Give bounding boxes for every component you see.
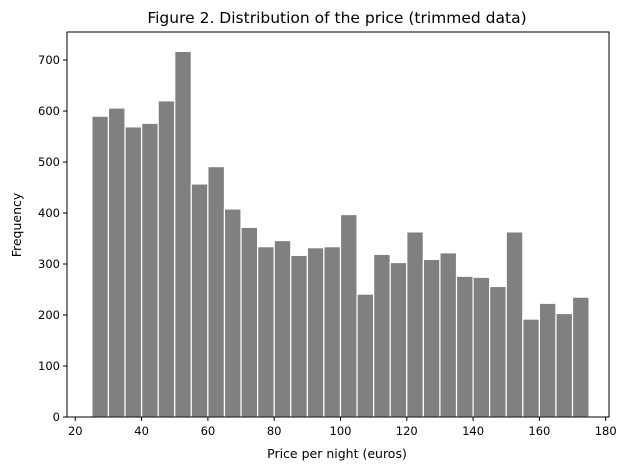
x-tick-label: 140 [462, 424, 484, 438]
histogram-bar-28 [555, 312, 574, 418]
histogram-bar-22 [455, 275, 474, 418]
histogram-bar-20 [422, 258, 441, 418]
histogram-bar-0 [91, 115, 110, 418]
x-tick-label: 160 [528, 424, 550, 438]
plot-frame [66, 31, 610, 418]
histogram-bar-13 [306, 247, 325, 418]
histogram-bar-8 [223, 208, 242, 418]
histogram-bar-12 [290, 254, 308, 418]
histogram-bar-18 [389, 261, 408, 418]
x-tick-label: 40 [134, 424, 149, 438]
y-tick-label: 100 [38, 359, 60, 373]
y-tick-label: 0 [53, 410, 60, 424]
histogram-bar-27 [538, 302, 557, 418]
y-tick-label: 200 [38, 308, 60, 322]
histogram-bar-16 [356, 293, 375, 418]
y-tick-label: 400 [38, 206, 60, 220]
histogram-bar-14 [323, 246, 342, 418]
chart-title: Figure 2. Distribution of the price (tri… [147, 9, 526, 27]
y-axis-label: Frequency [9, 192, 24, 257]
histogram-bar-21 [439, 252, 458, 418]
histogram-bar-7 [207, 166, 226, 418]
bars-group [91, 50, 590, 418]
y-tick-label: 700 [38, 53, 60, 67]
x-tick-label: 100 [330, 424, 352, 438]
histogram-bar-19 [406, 231, 424, 418]
histogram-bar-23 [472, 276, 491, 418]
y-tick-label: 500 [38, 155, 60, 169]
x-axis-ticks: 20 40 60 80 100 120 140 160 180 [68, 417, 617, 438]
histogram-bar-2 [124, 126, 143, 418]
x-tick-label: 80 [267, 424, 282, 438]
histogram-bar-4 [157, 100, 176, 418]
x-tick-label: 180 [595, 424, 617, 438]
histogram-bar-6 [190, 183, 209, 418]
histogram-bar-1 [107, 107, 126, 418]
y-axis-ticks: 0 100 200 300 400 500 600 700 [38, 53, 67, 424]
x-tick-label: 20 [68, 424, 83, 438]
histogram-bar-17 [373, 253, 391, 418]
histogram-bar-29 [571, 296, 590, 418]
histogram-bar-24 [489, 285, 507, 418]
y-tick-label: 300 [38, 257, 60, 271]
histogram-bar-26 [522, 318, 540, 418]
y-tick-label: 600 [38, 104, 60, 118]
x-axis-label: Price per night (euros) [267, 446, 407, 461]
histogram-bar-15 [339, 213, 358, 418]
histogram-bar-3 [140, 122, 159, 418]
histogram-bar-9 [240, 226, 259, 418]
histogram-bar-10 [257, 246, 275, 418]
x-tick-label: 60 [201, 424, 216, 438]
histogram-bar-11 [273, 239, 292, 418]
histogram-bar-25 [505, 231, 524, 418]
histogram-bar-5 [174, 50, 192, 418]
x-tick-label: 120 [396, 424, 418, 438]
